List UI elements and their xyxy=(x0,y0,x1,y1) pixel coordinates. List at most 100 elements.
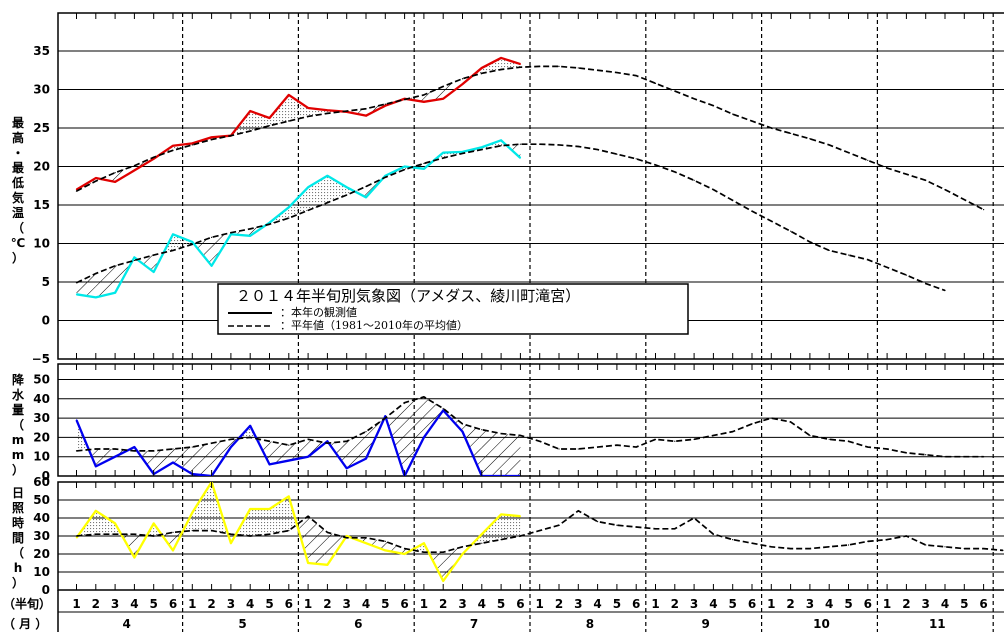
prec_norm-point xyxy=(751,423,753,425)
prec_norm-point xyxy=(597,446,599,448)
prec_norm-point xyxy=(847,440,850,442)
y-tick-label: 35 xyxy=(33,44,50,58)
min_norm-line xyxy=(76,143,946,292)
max_norm-point xyxy=(211,138,213,141)
legend-box xyxy=(217,283,689,335)
prec_norm-point xyxy=(288,444,290,446)
pentad-label: 6 xyxy=(864,597,872,611)
month-label: 4 xyxy=(123,617,131,631)
sun_norm-point xyxy=(268,533,271,535)
max_norm-point xyxy=(153,156,155,158)
prec_norm-point xyxy=(944,456,946,458)
sun_obs-point xyxy=(268,508,271,510)
max_norm-point xyxy=(693,98,695,100)
max_obs-point xyxy=(191,142,193,144)
prec_obs-point xyxy=(230,446,232,448)
max_obs-point xyxy=(114,181,116,183)
diff-area xyxy=(192,482,212,531)
max_obs-line xyxy=(75,56,521,191)
max_norm-point xyxy=(674,90,676,92)
min_norm-point xyxy=(558,144,560,146)
ylabel-char: ・ xyxy=(12,146,24,160)
prec_norm-point xyxy=(963,456,965,458)
max_norm-point xyxy=(133,165,135,167)
pentad-label: 1 xyxy=(883,597,891,611)
sun_obs-point xyxy=(133,557,135,559)
prec_norm-point xyxy=(867,446,869,448)
month-axis-label: （ 月 ） xyxy=(3,616,47,631)
y-tick-label: 20 xyxy=(33,547,50,561)
min_norm-point xyxy=(133,259,135,262)
sun_norm-point xyxy=(732,539,734,541)
sun_norm-point xyxy=(654,528,657,530)
min_norm-point xyxy=(809,241,811,243)
min_obs-point xyxy=(249,235,251,237)
pentad-label: 4 xyxy=(362,597,370,611)
prec_norm-point xyxy=(384,417,386,419)
ylabel-char: （ xyxy=(12,417,24,432)
pentad-label: 5 xyxy=(844,597,852,611)
max_obs-point xyxy=(288,94,290,96)
prec_norm-point xyxy=(249,436,251,438)
prec_norm-point xyxy=(423,396,425,398)
sun_norm-point xyxy=(770,546,772,548)
sun_norm-point xyxy=(365,537,367,539)
prec_norm-point xyxy=(732,431,734,433)
pentad-label: 3 xyxy=(806,597,814,611)
prec_norm-point xyxy=(481,429,483,431)
min_obs-point xyxy=(519,157,522,159)
max_obs-point xyxy=(133,169,135,171)
pentad-label: 4 xyxy=(825,597,833,611)
max_norm-point xyxy=(790,132,792,134)
sun_norm-point xyxy=(828,546,830,548)
ylabel-char: 温 xyxy=(12,206,24,220)
month-label: 5 xyxy=(238,617,246,631)
pentad-label: 1 xyxy=(536,597,544,611)
min_norm-point xyxy=(674,171,676,173)
prec_norm-point xyxy=(268,440,271,442)
min_norm-point xyxy=(539,143,541,145)
month-label: 9 xyxy=(702,617,710,631)
min_norm-point xyxy=(172,249,174,252)
pentad-label: 6 xyxy=(169,597,177,611)
sun_norm-point xyxy=(75,535,78,537)
ylabel-char: ） xyxy=(12,250,24,265)
max_norm-point xyxy=(905,173,908,175)
y-tick-label: 10 xyxy=(33,450,50,464)
prec_norm-point xyxy=(519,434,522,437)
prec_norm-point xyxy=(461,423,464,425)
ylabel-char: 量 xyxy=(12,403,24,417)
sun_norm-point xyxy=(886,539,888,541)
prec_norm-point xyxy=(211,442,213,444)
y-tick-label: 30 xyxy=(33,83,50,97)
max_obs-point xyxy=(481,67,483,69)
pentad-label: 4 xyxy=(941,597,949,611)
min_obs-point xyxy=(461,151,464,153)
sun_norm-point xyxy=(867,540,869,543)
pentad-label: 2 xyxy=(92,597,100,611)
y-tick-label: −5 xyxy=(32,352,50,366)
max_norm-point xyxy=(500,68,502,71)
max_norm-point xyxy=(539,65,541,67)
diff-area xyxy=(308,175,328,211)
ylabel-char: m xyxy=(12,433,25,447)
prec_norm-point xyxy=(539,440,541,442)
sun_norm-point xyxy=(95,533,97,535)
min_norm-point xyxy=(790,230,792,232)
prec_norm-point xyxy=(828,438,830,440)
y-tick-label: 5 xyxy=(42,275,50,289)
max_obs-point xyxy=(75,189,78,191)
min_obs-point xyxy=(423,168,425,170)
legend-normal-label: ：平年値（1981～2010年の平均値） xyxy=(280,318,468,332)
ylabel-char: ） xyxy=(12,575,24,590)
ylabel-char: 高 xyxy=(12,130,24,145)
sun_norm-point xyxy=(230,533,232,535)
pentad-label: 6 xyxy=(748,597,756,611)
pentad-label: 1 xyxy=(420,597,428,611)
min_norm-point xyxy=(442,157,444,159)
prec_obs-point xyxy=(249,425,251,427)
max_obs-point xyxy=(249,110,251,112)
diff-area xyxy=(385,402,405,476)
max_norm-point xyxy=(828,144,830,146)
min_norm-point xyxy=(732,199,734,201)
